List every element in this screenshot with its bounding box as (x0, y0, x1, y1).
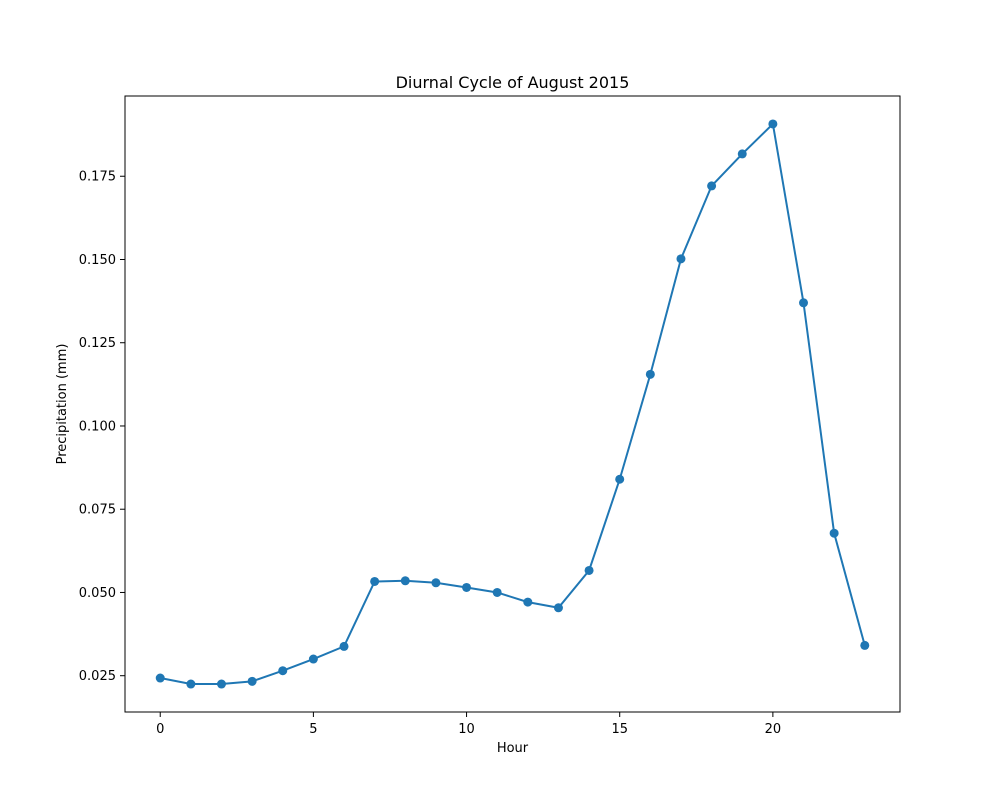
data-point (645, 369, 655, 379)
x-tick-label: 15 (611, 722, 628, 737)
plot-frame (124, 95, 901, 713)
y-tick-label: 0.100 (79, 419, 116, 434)
data-point (829, 528, 839, 538)
data-point (216, 679, 226, 689)
data-point (860, 640, 870, 650)
data-point (707, 181, 717, 191)
data-point (278, 666, 288, 676)
data-point (339, 641, 349, 651)
data-point (553, 603, 563, 613)
x-tick-label: 5 (309, 722, 317, 737)
x-tick-label: 20 (765, 722, 782, 737)
data-point (308, 654, 318, 664)
data-point (737, 149, 747, 159)
chart-title: Diurnal Cycle of August 2015 (396, 73, 630, 92)
y-tick-label: 0.075 (79, 503, 116, 518)
data-point (492, 587, 502, 597)
data-point (768, 119, 778, 129)
x-tick-label: 10 (458, 722, 475, 737)
data-point (155, 673, 165, 683)
y-tick-label: 0.175 (79, 170, 116, 185)
data-point (615, 474, 625, 484)
data-point (370, 576, 380, 586)
series-line (160, 121, 866, 686)
y-tick-label: 0.050 (79, 586, 116, 601)
x-axis-label: Hour (497, 741, 529, 756)
x-tick-label: 0 (156, 722, 164, 737)
y-tick-label: 0.150 (79, 253, 116, 268)
data-point (676, 254, 686, 264)
plot-axes: 0 5 10 15 20 0.025 0.050 0.075 0.100 0.125 0.150 0.… (79, 119, 870, 737)
y-tick-label: 0.125 (79, 336, 116, 351)
data-point (462, 582, 472, 592)
data-point (799, 298, 809, 308)
data-point (186, 679, 196, 689)
data-point (247, 676, 257, 686)
data-point (584, 565, 594, 575)
data-point (523, 597, 533, 607)
data-point (400, 576, 410, 586)
y-tick-label: 0.025 (79, 669, 116, 684)
y-axis-label: Precipitation (mm) (55, 344, 70, 465)
data-point (431, 578, 441, 588)
